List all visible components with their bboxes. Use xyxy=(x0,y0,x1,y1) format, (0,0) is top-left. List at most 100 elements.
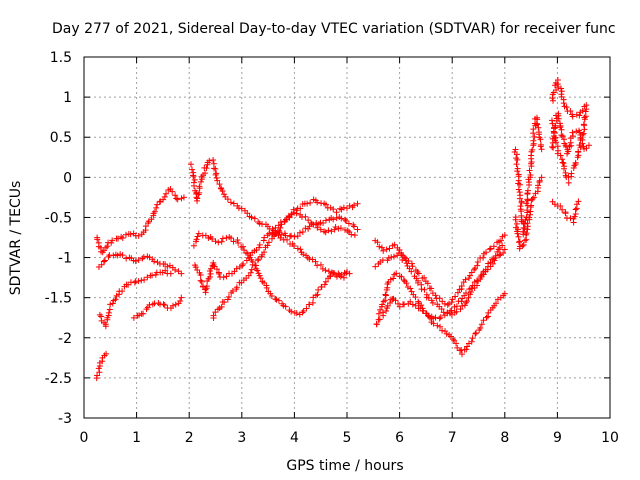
data-point xyxy=(335,270,342,277)
data-point xyxy=(400,277,407,284)
data-point xyxy=(344,227,351,234)
data-point xyxy=(169,302,176,309)
data-point xyxy=(516,238,523,245)
data-point xyxy=(304,200,311,207)
data-point xyxy=(557,152,564,159)
series-arc-i xyxy=(210,206,358,322)
data-point xyxy=(463,298,470,305)
data-point xyxy=(516,181,523,188)
data-point xyxy=(314,224,321,231)
data-point xyxy=(515,233,522,240)
data-point xyxy=(512,216,519,223)
data-point xyxy=(565,148,572,155)
data-point xyxy=(514,230,521,237)
data-point xyxy=(234,237,241,244)
data-point xyxy=(151,258,158,265)
data-point xyxy=(238,205,245,212)
data-point xyxy=(396,303,403,310)
data-point xyxy=(189,166,196,173)
y-tick-label: 0 xyxy=(63,170,72,186)
data-point xyxy=(519,243,526,250)
series-arc-c xyxy=(96,267,174,330)
data-point xyxy=(382,297,389,304)
data-point xyxy=(501,232,508,239)
chart-title: Day 277 of 2021, Sidereal Day-to-day VTE… xyxy=(52,21,616,37)
data-point xyxy=(412,302,419,309)
data-point xyxy=(164,263,171,270)
data-point xyxy=(538,146,545,153)
data-point xyxy=(466,272,473,279)
data-point xyxy=(139,255,146,262)
data-point xyxy=(340,204,347,211)
data-point xyxy=(244,210,251,217)
data-point xyxy=(197,178,204,185)
data-point xyxy=(390,275,397,282)
data-point xyxy=(135,232,142,239)
y-tick-label: 0.5 xyxy=(50,130,72,146)
data-point xyxy=(243,275,250,282)
data-point xyxy=(493,300,500,307)
data-point xyxy=(278,231,285,238)
data-point xyxy=(135,256,142,263)
data-point xyxy=(320,220,327,227)
data-point xyxy=(136,312,143,319)
data-point xyxy=(526,214,533,221)
data-point xyxy=(256,244,263,251)
data-point xyxy=(212,238,219,245)
data-point xyxy=(132,258,139,265)
data-point xyxy=(94,372,101,379)
data-point xyxy=(216,270,223,277)
data-point xyxy=(207,270,214,277)
data-point xyxy=(521,237,528,244)
data-point xyxy=(412,294,419,301)
data-point xyxy=(390,253,397,260)
data-point xyxy=(240,261,247,268)
data-point xyxy=(306,256,313,263)
data-point xyxy=(214,177,221,184)
y-axis: -3 -2.5 -2 -1.5 -1 -0.5 0 0.5 1 1.5 xyxy=(45,50,610,427)
data-point xyxy=(560,160,567,167)
data-point xyxy=(529,146,536,153)
data-point xyxy=(520,241,527,248)
data-point xyxy=(119,252,126,259)
data-point xyxy=(297,246,304,253)
data-point xyxy=(432,314,439,321)
data-point xyxy=(573,111,580,118)
x-tick-label: 4 xyxy=(290,430,299,446)
data-point xyxy=(403,280,410,287)
data-point xyxy=(210,262,217,269)
data-point xyxy=(218,238,225,245)
data-point xyxy=(105,309,112,316)
data-point xyxy=(560,100,567,107)
data-point xyxy=(102,244,109,251)
x-tick-label: 9 xyxy=(553,430,562,446)
data-point xyxy=(523,214,530,221)
data-point xyxy=(450,336,457,343)
data-point xyxy=(283,216,290,223)
data-point xyxy=(220,274,227,281)
data-point xyxy=(321,281,328,288)
data-point xyxy=(496,252,503,259)
data-point xyxy=(282,303,289,310)
data-point xyxy=(499,242,506,249)
data-point xyxy=(401,301,408,308)
data-point xyxy=(275,297,282,304)
data-point xyxy=(576,112,583,119)
data-point xyxy=(239,243,246,250)
data-point xyxy=(515,239,522,246)
data-point xyxy=(418,302,425,309)
data-point xyxy=(379,301,386,308)
data-point xyxy=(494,248,501,255)
data-point xyxy=(483,249,490,256)
series-arc-n xyxy=(373,246,508,328)
data-point xyxy=(415,270,422,277)
data-point xyxy=(153,204,160,211)
data-point xyxy=(436,315,443,322)
data-point xyxy=(553,139,560,146)
data-point xyxy=(376,316,383,323)
data-point xyxy=(514,168,521,175)
data-point xyxy=(528,202,535,209)
data-point xyxy=(398,273,405,280)
series-arc-h xyxy=(191,196,361,296)
